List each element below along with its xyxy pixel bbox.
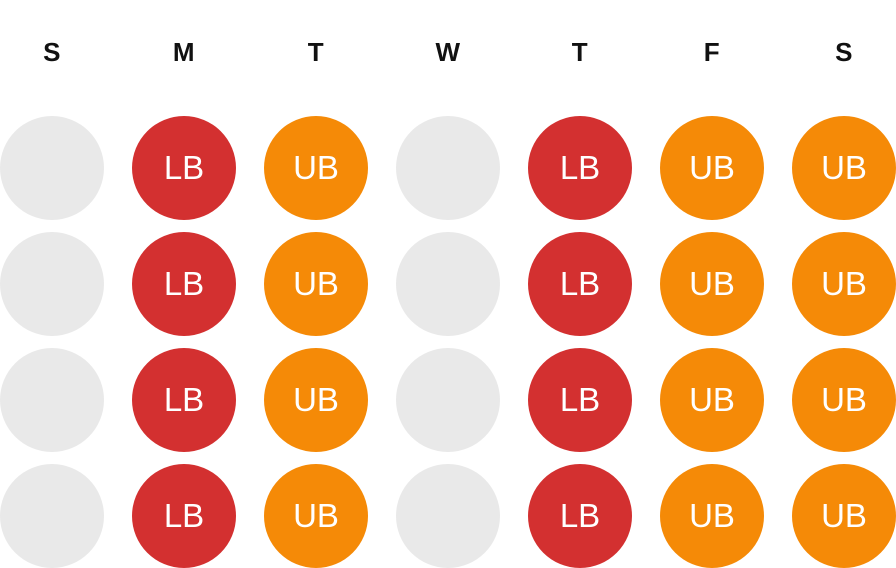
day-dot-upper-body: UB [660,348,764,452]
day-dot-upper-body: UB [792,116,896,220]
weekday-label-saturday: S [835,36,853,67]
day-dot-upper-body: UB [264,464,368,568]
day-dot-lower-body: LB [528,464,632,568]
day-dot-rest [396,232,500,336]
day-dot-upper-body: UB [660,464,764,568]
weekday-label-wednesday: W [435,36,461,67]
day-dot-upper-body: UB [264,348,368,452]
weekday-label-thursday: T [571,36,589,67]
day-dot-rest [396,348,500,452]
day-dot-lower-body: LB [132,464,236,568]
weekday-header: S M T W T F S [0,30,896,74]
weekday-label-sunday: S [43,36,61,67]
day-dot-lower-body: LB [132,232,236,336]
day-dot-rest [0,116,104,220]
day-dot-lower-body: LB [528,232,632,336]
day-dot-upper-body: UB [264,116,368,220]
day-dot-upper-body: UB [660,232,764,336]
day-dot-upper-body: UB [792,348,896,452]
day-dot-lower-body: LB [132,348,236,452]
workout-grid: LB UB LB UB UB LB UB LB UB UB LB UB LB U… [0,116,896,568]
day-dot-lower-body: LB [132,116,236,220]
day-dot-rest [396,464,500,568]
weekday-label-monday: M [172,36,196,67]
day-dot-rest [396,116,500,220]
day-dot-rest [0,232,104,336]
day-dot-upper-body: UB [792,232,896,336]
day-dot-lower-body: LB [528,116,632,220]
day-dot-lower-body: LB [528,348,632,452]
day-dot-upper-body: UB [792,464,896,568]
weekday-label-tuesday: T [307,36,325,67]
day-dot-rest [0,464,104,568]
day-dot-upper-body: UB [264,232,368,336]
weekday-label-friday: F [703,36,721,67]
day-dot-upper-body: UB [660,116,764,220]
day-dot-rest [0,348,104,452]
